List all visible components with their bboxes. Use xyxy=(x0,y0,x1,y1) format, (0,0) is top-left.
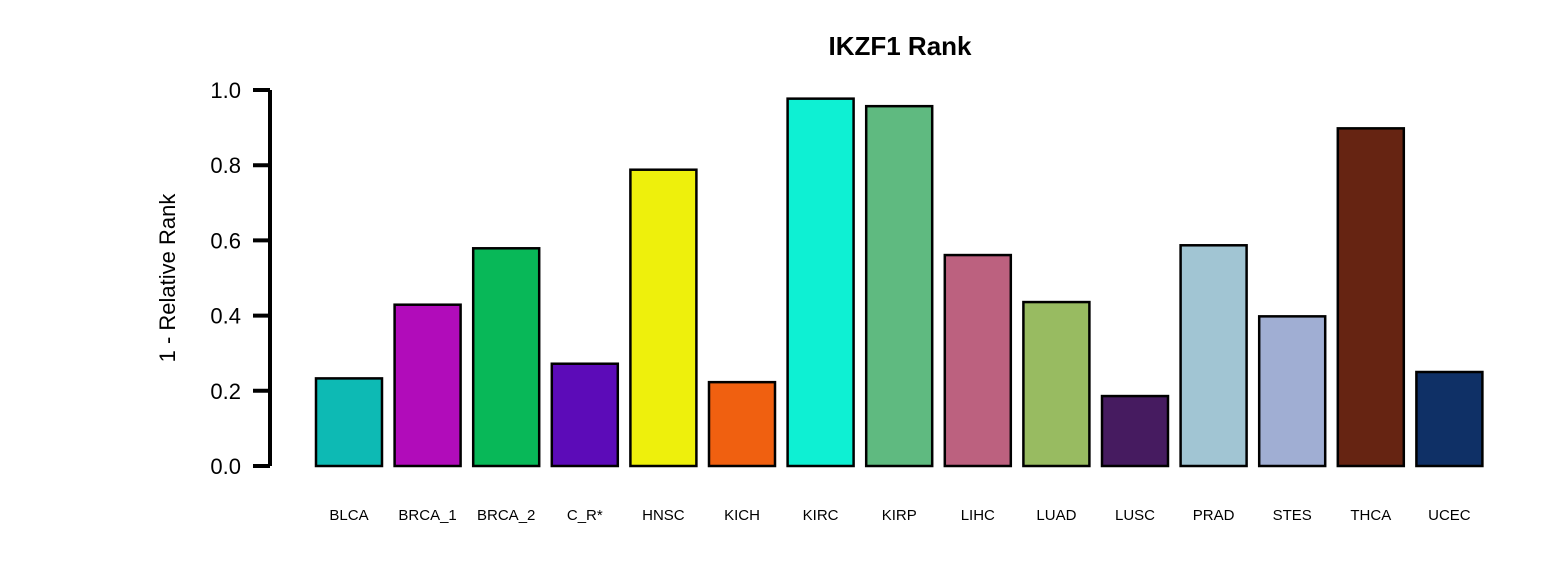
y-axis-ticks: 0.0 0.2 0.4 0.6 0.8 1.0 xyxy=(210,78,270,479)
bar-lusc xyxy=(1100,394,1170,468)
x-tick-label: BLCA xyxy=(329,507,368,524)
x-tick-label: THCA xyxy=(1350,507,1391,524)
bar-prad xyxy=(1179,244,1248,468)
x-tick-label: KIRP xyxy=(882,507,917,524)
y-axis-label: 1 - Relative Rank xyxy=(155,193,180,363)
x-tick-label: BRCA_1 xyxy=(398,507,456,524)
y-tick-label: 0.6 xyxy=(210,228,241,253)
y-tick-label: 0.2 xyxy=(210,379,241,404)
bar-kich xyxy=(707,380,777,468)
x-tick-label: HNSC xyxy=(642,507,685,524)
x-tick-label: LUAD xyxy=(1036,507,1076,524)
chart-title: IKZF1 Rank xyxy=(828,31,972,61)
x-tick-label: KIRC xyxy=(803,507,839,524)
x-tick-label: STES xyxy=(1273,507,1312,524)
y-tick-label: 0.0 xyxy=(210,454,241,479)
x-tick-label: LUSC xyxy=(1115,507,1155,524)
x-tick-label: C_R* xyxy=(567,507,603,524)
bar-kirc xyxy=(786,97,855,468)
bar-ucec xyxy=(1415,370,1484,468)
bar-hnsc xyxy=(629,168,698,468)
x-tick-label: KICH xyxy=(724,507,760,524)
x-tick-label: UCEC xyxy=(1428,507,1471,524)
bar-blca xyxy=(314,377,384,468)
bar-lihc xyxy=(943,253,1013,468)
x-tick-label: LIHC xyxy=(961,507,995,524)
bar-luad xyxy=(1022,300,1091,468)
y-tick-label: 0.8 xyxy=(210,153,241,178)
bar-thca xyxy=(1336,127,1406,468)
bar-c-r xyxy=(550,362,620,468)
bars-group xyxy=(314,97,1484,468)
x-tick-label: PRAD xyxy=(1193,507,1235,524)
bar-kirp xyxy=(864,104,934,468)
y-tick-label: 1.0 xyxy=(210,78,241,103)
bar-brca-1 xyxy=(393,303,462,468)
bar-stes xyxy=(1257,315,1327,468)
x-axis-labels: BLCA BRCA_1 BRCA_2 C_R* HNSC KICH KIRC KIRP LIHC… xyxy=(329,507,1470,524)
x-tick-label: BRCA_2 xyxy=(477,507,535,524)
y-tick-label: 0.4 xyxy=(210,304,241,329)
bar-brca-2 xyxy=(471,247,541,468)
